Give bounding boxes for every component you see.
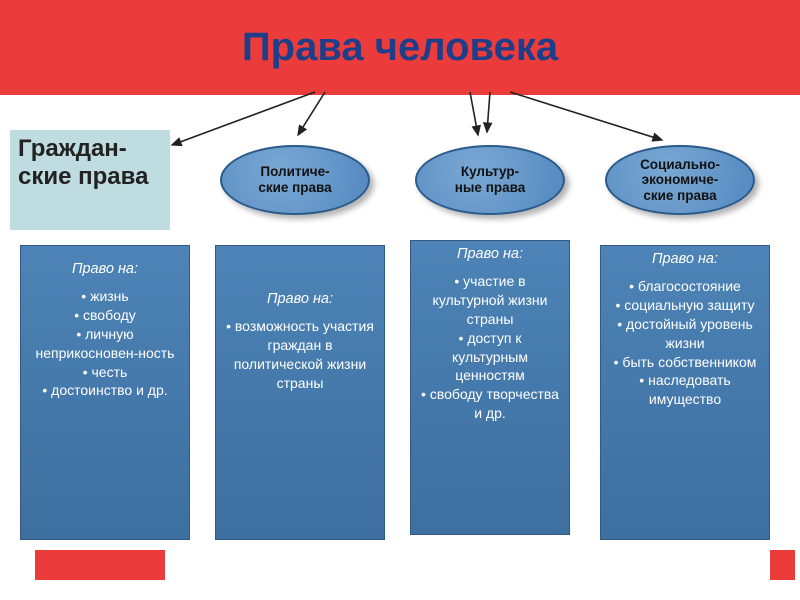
civil-card: Право на: жизньсвободуличную неприкоснове…	[20, 245, 190, 540]
page-title: Права человека	[242, 25, 558, 70]
list-item: достоинство и др.	[29, 381, 181, 400]
card-intro: Право на:	[224, 291, 376, 307]
list-item: доступ к культурным ценностям	[419, 329, 561, 386]
ellipse-label: Политиче- ские права	[258, 164, 331, 195]
list-item: возможность участия граждан в политическ…	[224, 317, 376, 393]
list-item: благосостояние	[609, 277, 761, 296]
card-intro: Право на:	[419, 246, 561, 262]
ellipse-label: Культур- ные права	[455, 164, 525, 195]
cultural-card: Право на: участие в культурной жизни стра…	[410, 240, 570, 535]
category-ellipse-political: Политиче- ские права	[220, 145, 370, 215]
list-item: жизнь	[29, 287, 181, 306]
card-intro: Право на:	[609, 251, 761, 267]
arrow	[510, 92, 662, 140]
social-card: Право на: благосостояниесоциальную защиту…	[600, 245, 770, 540]
list-item: быть собственником	[609, 353, 761, 372]
footer-accent-left	[35, 550, 165, 580]
list-item: личную неприкосновен-ность	[29, 325, 181, 363]
arrow	[487, 92, 490, 132]
civil-rights-label: Граждан-ские права	[18, 135, 148, 190]
list-item: социальную защиту	[609, 296, 761, 315]
card-list: жизньсвободуличную неприкосновен-ностьче…	[29, 287, 181, 400]
header-bar: Права человека	[0, 0, 800, 95]
arrow	[298, 92, 325, 135]
category-ellipse-cultural: Культур- ные права	[415, 145, 565, 215]
list-item: достойный уровень жизни	[609, 315, 761, 353]
card-intro: Право на:	[29, 261, 181, 277]
list-item: участие в культурной жизни страны	[419, 272, 561, 329]
ellipse-label: Социально- экономиче- ские права	[640, 157, 720, 204]
arrow	[470, 92, 478, 135]
list-item: свободу творчества и др.	[419, 385, 561, 423]
card-list: участие в культурной жизни страныдоступ …	[419, 272, 561, 423]
list-item: свободу	[29, 306, 181, 325]
list-item: честь	[29, 363, 181, 382]
category-ellipse-social: Социально- экономиче- ские права	[605, 145, 755, 215]
card-list: возможность участия граждан в политическ…	[224, 317, 376, 393]
political-card: Право на: возможность участия граждан в п…	[215, 245, 385, 540]
footer-accent-right	[770, 550, 795, 580]
card-list: благосостояниесоциальную защитудостойный…	[609, 277, 761, 409]
arrow	[172, 92, 315, 145]
civil-rights-box: Граждан-ские права	[10, 130, 170, 230]
list-item: наследовать имущество	[609, 371, 761, 409]
